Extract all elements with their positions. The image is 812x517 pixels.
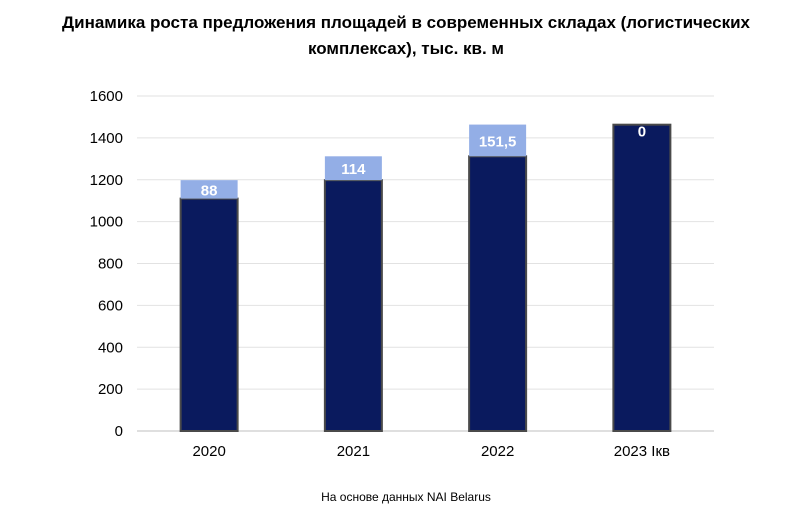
data-label-0: 88 xyxy=(201,182,218,199)
bar-base-3 xyxy=(612,123,672,432)
bar-increment-1 xyxy=(324,156,382,181)
y-tick-label: 1200 xyxy=(90,172,123,189)
x-tick-label: 2021 xyxy=(337,443,370,460)
data-label-2: 151,5 xyxy=(479,133,517,150)
y-tick-label: 800 xyxy=(98,256,123,273)
bar-base-2 xyxy=(468,155,528,433)
y-axis-ticks: 0 200 400 600 800 1000 1200 1400 1600 xyxy=(90,88,123,440)
y-tick-label: 1000 xyxy=(90,214,123,231)
chart-title-line-1: Динамика роста предложения площадей в со… xyxy=(62,13,750,32)
bar-base-1 xyxy=(323,179,383,432)
bar-increment-2 xyxy=(469,124,527,157)
x-axis-ticks: 2020 2021 2022 2023 Iкв xyxy=(192,443,670,460)
source-note: На основе данных NAI Belarus xyxy=(321,490,491,504)
bar-increment-0 xyxy=(180,180,238,199)
chart-title-line-2: комплексах), тыс. кв. м xyxy=(307,39,504,58)
bars: 88 114 151,5 0 xyxy=(179,123,672,433)
y-tick-label: 1400 xyxy=(90,130,123,147)
y-tick-label: 200 xyxy=(98,381,123,398)
y-tick-label: 400 xyxy=(98,339,123,356)
data-label-1: 114 xyxy=(341,161,366,178)
chart-title: Динамика роста предложения площадей в со… xyxy=(0,10,812,62)
x-tick-label: 2020 xyxy=(192,443,225,460)
data-label-3: 0 xyxy=(638,124,646,141)
bar-base-0 xyxy=(179,197,239,432)
x-tick-label: 2023 Iкв xyxy=(614,443,670,460)
y-tick-label: 1600 xyxy=(90,88,123,105)
y-tick-label: 0 xyxy=(115,423,123,440)
x-tick-label: 2022 xyxy=(481,443,514,460)
y-tick-label: 600 xyxy=(98,297,123,314)
